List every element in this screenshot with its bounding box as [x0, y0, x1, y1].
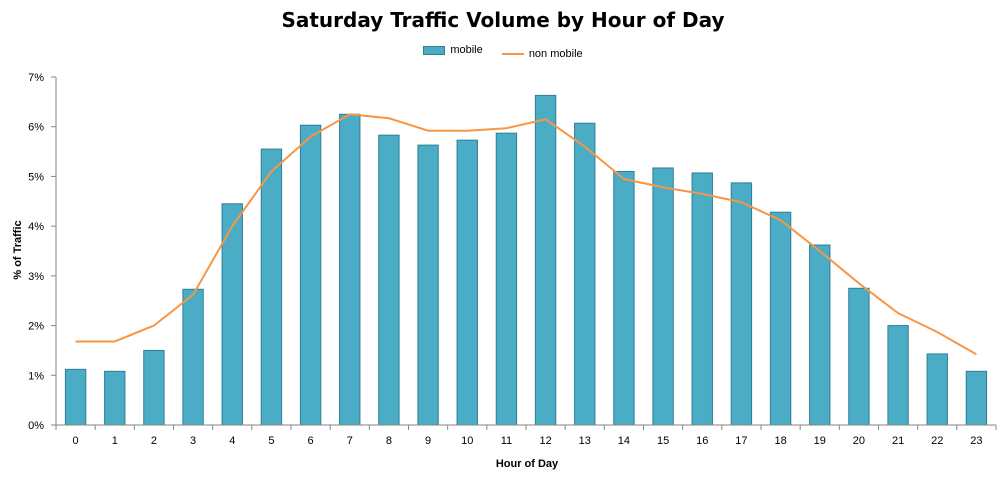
x-tick-label-19: 19: [814, 435, 826, 447]
x-tick-label-3: 3: [190, 435, 196, 447]
y-tick-label-7: 7%: [28, 72, 44, 84]
y-tick-label-2: 2%: [28, 321, 44, 333]
x-tick-label-22: 22: [931, 435, 943, 447]
x-tick-label-12: 12: [539, 435, 551, 447]
bar-mobile-11: [495, 132, 518, 426]
bar-mobile-0: [64, 368, 87, 426]
bar-mobile-17: [730, 182, 753, 426]
legend-label-mobile: mobile: [450, 44, 483, 56]
y-tick-label-0: 0%: [28, 420, 44, 432]
x-tick-label-10: 10: [461, 435, 473, 447]
x-tick-label-20: 20: [853, 435, 865, 447]
y-tick-label-5: 5%: [28, 171, 44, 183]
bar-mobile-18: [769, 211, 792, 426]
bar-mobile-21: [887, 325, 909, 426]
x-tick-label-6: 6: [308, 435, 314, 447]
labels-group: 0%1%2%3%4%5%6%7%0 1 2 3 4 5 6 7 8 9 10 11 12 13 14 15 16…: [28, 72, 982, 447]
chart-title: Saturday Traffic Volume by Hour of Day: [281, 8, 725, 32]
bar-mobile-19: [809, 244, 831, 426]
x-axis-title: Hour of Day: [496, 458, 559, 470]
legend-swatch-non-mobile: [501, 52, 524, 55]
x-tick-label-5: 5: [268, 435, 274, 447]
bar-mobile-10: [456, 139, 478, 426]
bar-mobile-12: [534, 94, 557, 426]
x-tick-label-21: 21: [892, 435, 904, 447]
x-tick-label-11: 11: [501, 435, 512, 447]
y-axis-title: % of Traffic: [12, 220, 24, 279]
x-tick-label-16: 16: [696, 435, 708, 447]
bar-mobile-8: [378, 134, 400, 426]
x-tick-label-9: 9: [425, 435, 431, 447]
axes-group: [51, 76, 997, 430]
legend-label-non-mobile: non mobile: [528, 47, 583, 60]
bars-group: [64, 94, 988, 426]
x-tick-label-14: 14: [618, 435, 630, 447]
x-tick-label-23: 23: [970, 435, 982, 447]
legend: mobile non mobile: [0, 44, 1006, 60]
bar-mobile-3: [182, 288, 204, 426]
x-tick-label-8: 8: [386, 435, 392, 447]
y-tick-label-6: 6%: [28, 122, 44, 134]
x-tick-label-1: 1: [112, 435, 118, 447]
legend-swatch-mobile: [423, 45, 446, 55]
legend-item-mobile: mobile: [423, 44, 483, 56]
x-tick-label-0: 0: [73, 435, 79, 447]
x-tick-label-15: 15: [657, 435, 669, 447]
legend-item-non-mobile: non mobile: [501, 47, 583, 60]
bar-mobile-15: [652, 167, 674, 426]
bar-mobile-22: [926, 353, 948, 426]
bar-mobile-5: [260, 148, 283, 426]
x-tick-label-4: 4: [229, 435, 235, 447]
bar-mobile-13: [574, 122, 596, 426]
x-tick-label-17: 17: [735, 435, 747, 447]
y-tick-label-1: 1%: [28, 370, 44, 382]
x-tick-label-13: 13: [579, 435, 591, 447]
x-tick-label-2: 2: [151, 435, 157, 447]
line-non-mobile: [75, 113, 977, 356]
bar-mobile-23: [965, 370, 988, 426]
x-tick-label-7: 7: [347, 435, 353, 447]
bar-mobile-1: [104, 370, 126, 426]
bar-mobile-2: [143, 349, 165, 426]
line-group: [75, 113, 977, 356]
bar-mobile-9: [417, 144, 439, 426]
bar-mobile-7: [339, 113, 361, 426]
y-tick-label-3: 3%: [28, 271, 44, 283]
bar-mobile-14: [613, 170, 635, 426]
bar-mobile-20: [848, 287, 870, 426]
x-tick-label-18: 18: [774, 435, 786, 447]
bar-mobile-16: [691, 172, 713, 426]
y-tick-label-4: 4%: [28, 221, 44, 233]
bar-mobile-6: [299, 124, 322, 426]
